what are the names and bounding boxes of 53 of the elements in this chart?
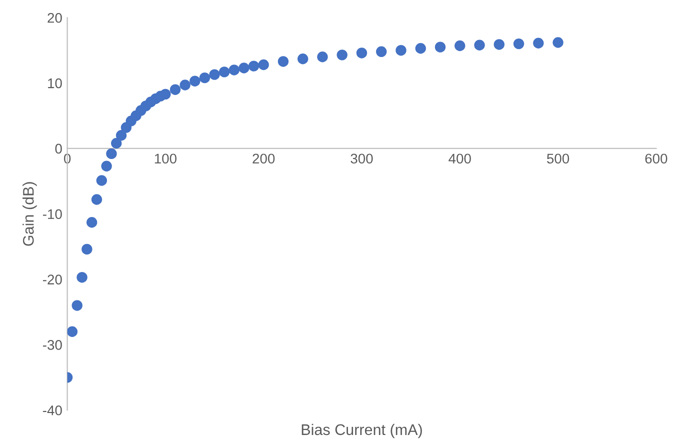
point xyxy=(552,37,564,48)
x-tick-label: 400 xyxy=(448,154,471,164)
point xyxy=(297,54,308,64)
point xyxy=(533,38,544,49)
point xyxy=(415,43,426,54)
point xyxy=(116,130,127,141)
point xyxy=(170,84,181,95)
point xyxy=(317,52,328,62)
point xyxy=(101,160,112,172)
y-tick-label: 20 xyxy=(48,12,62,23)
point xyxy=(376,46,387,58)
point xyxy=(209,69,220,80)
point xyxy=(228,64,240,76)
y-axis-title: Gain (dB) xyxy=(22,182,37,246)
point xyxy=(336,50,348,60)
point xyxy=(474,40,485,50)
x-tick-label: 600 xyxy=(645,154,668,164)
point xyxy=(76,272,88,283)
y-tick-label: 0 xyxy=(55,144,62,154)
point xyxy=(454,40,466,52)
point xyxy=(86,217,98,228)
point xyxy=(91,194,102,205)
x-tick-label: 200 xyxy=(252,154,275,164)
point xyxy=(494,39,504,50)
y-tick-label: -10 xyxy=(42,209,62,220)
y-tick-label: -20 xyxy=(42,274,62,284)
point xyxy=(96,175,108,186)
point xyxy=(218,66,230,78)
point xyxy=(258,59,269,70)
point xyxy=(513,38,524,50)
y-tick-label: -40 xyxy=(42,405,62,416)
point xyxy=(199,72,210,84)
point xyxy=(111,138,122,149)
point xyxy=(72,300,82,311)
point xyxy=(180,80,190,90)
point xyxy=(434,42,446,52)
x-axis-title: Bias Current (mA) xyxy=(302,424,422,438)
y-tick-label: -30 xyxy=(42,340,62,350)
y-tick-label: 10 xyxy=(48,78,62,88)
x-tick-label: 100 xyxy=(154,154,176,164)
point xyxy=(67,326,78,337)
point xyxy=(278,56,289,67)
point xyxy=(248,60,260,72)
x-tick-label: 300 xyxy=(350,154,373,164)
point xyxy=(106,148,117,160)
point xyxy=(238,62,250,74)
x-tick-label: 500 xyxy=(547,154,570,164)
point xyxy=(356,48,368,58)
point xyxy=(396,44,406,56)
point xyxy=(190,76,200,86)
point xyxy=(82,244,92,255)
x-tick-label: 0 xyxy=(64,154,71,164)
point xyxy=(160,88,171,100)
